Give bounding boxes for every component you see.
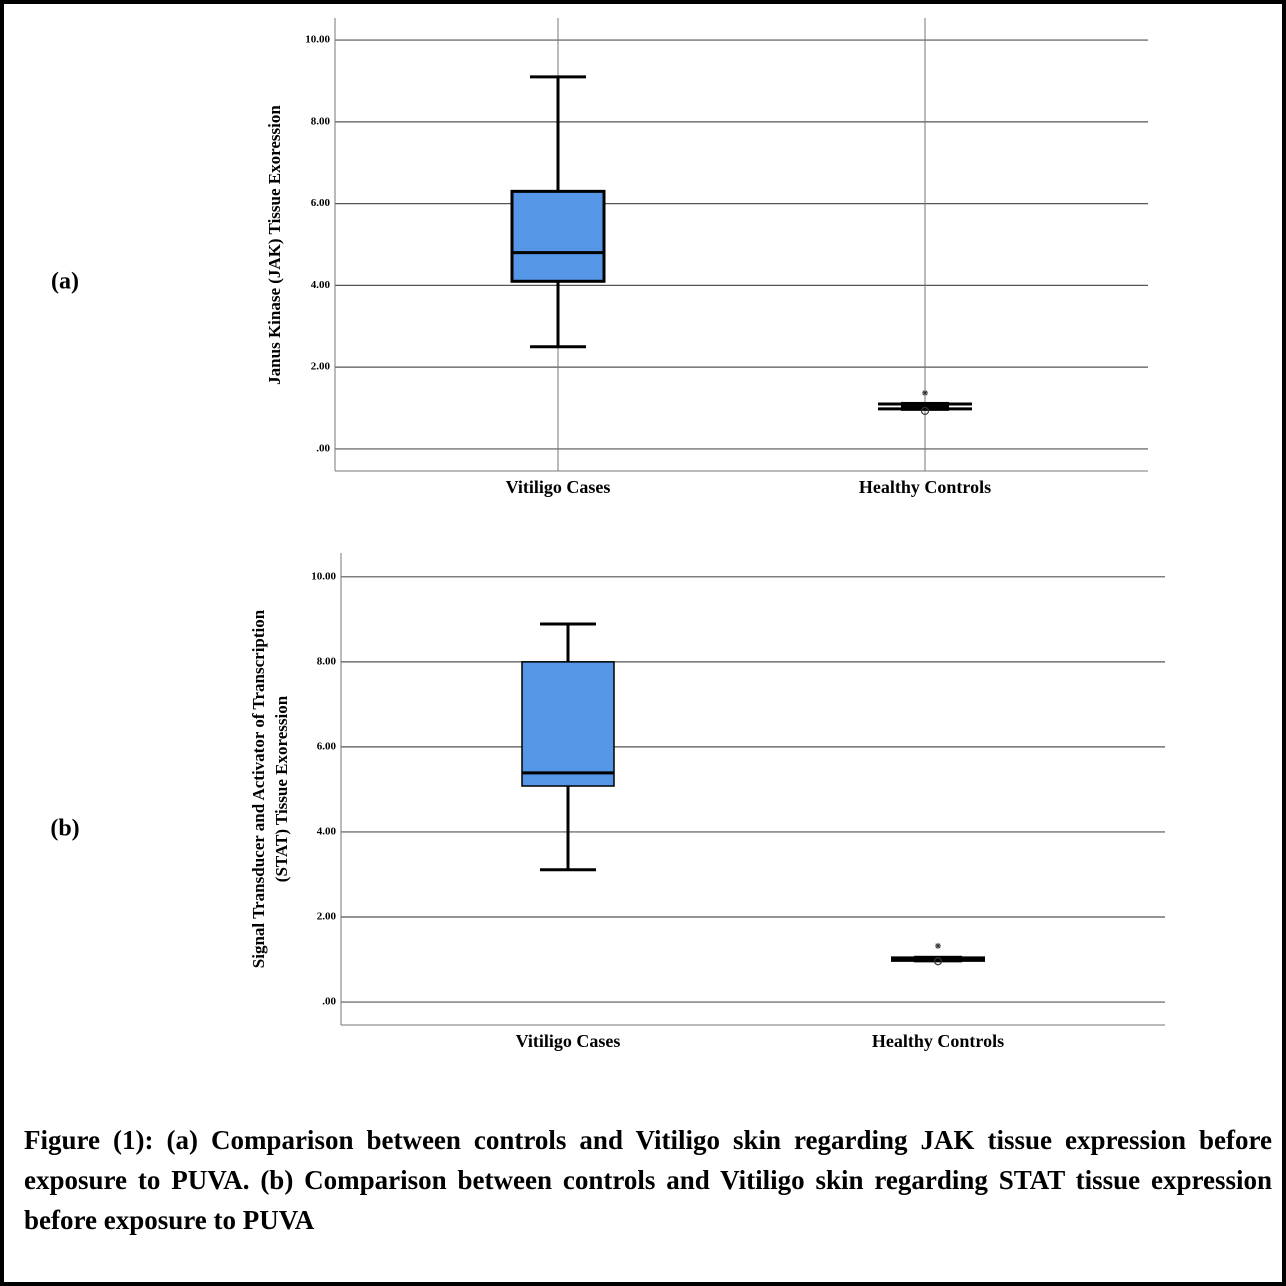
y-tick-label: 4.00: [317, 825, 337, 837]
y-tick-label: 6.00: [317, 740, 337, 752]
panel-label: (a): [51, 269, 79, 295]
y-tick-label: 2.00: [317, 911, 337, 923]
outlier: [920, 406, 930, 415]
y-tick-label: .00: [316, 442, 330, 454]
y-axis-label: Janus Kinase (JAK) Tissue Exoression: [265, 105, 284, 385]
box: [521, 661, 615, 787]
outlier: [933, 957, 943, 966]
caption: Figure (1): (a) Comparison between contr…: [24, 1125, 1272, 1235]
y-tick-label: .00: [322, 996, 336, 1008]
y-tick-label: 4.00: [311, 279, 331, 291]
x-tick-label: Healthy Controls: [859, 477, 991, 497]
y-axis-label: Signal Transducer and Activator of Trans…: [249, 609, 268, 968]
box: [510, 189, 606, 283]
y-axis-label: (STAT) Tissue Exoression: [272, 695, 291, 882]
y-tick-label: 2.00: [311, 361, 331, 373]
x-tick-label: Healthy Controls: [872, 1031, 1004, 1051]
y-tick-label: 10.00: [305, 34, 330, 46]
extreme: [922, 389, 928, 396]
panel-label: (b): [50, 816, 79, 842]
extreme: [935, 942, 941, 949]
x-tick-label: Vitiligo Cases: [506, 477, 611, 497]
y-tick-label: 8.00: [311, 115, 331, 127]
x-tick-label: Vitiligo Cases: [516, 1031, 621, 1051]
y-tick-label: 10.00: [311, 570, 336, 582]
y-tick-label: 8.00: [317, 655, 337, 667]
y-tick-label: 6.00: [311, 197, 331, 209]
